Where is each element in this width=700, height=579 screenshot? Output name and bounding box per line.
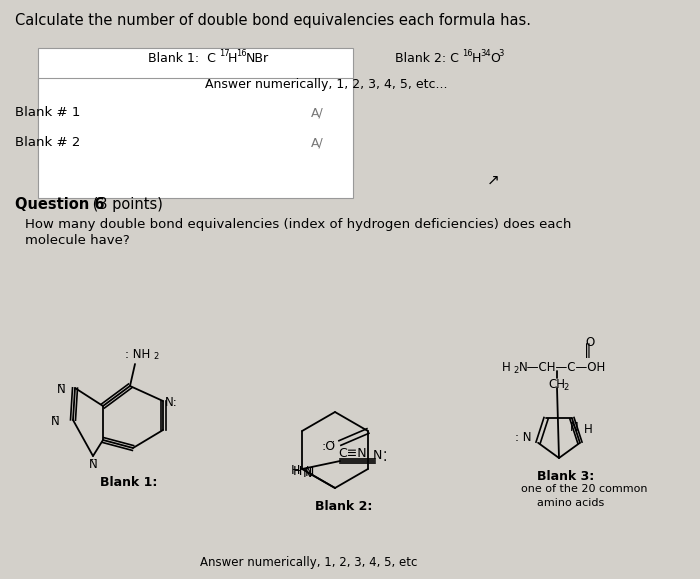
Text: ↗: ↗ (487, 173, 500, 188)
Text: Answer numerically, 1, 2, 3, 4, 5, etc...: Answer numerically, 1, 2, 3, 4, 5, etc..… (205, 78, 447, 91)
Text: (3 points): (3 points) (88, 197, 163, 212)
Text: Blank 1:: Blank 1: (100, 476, 158, 489)
Text: 16: 16 (462, 49, 472, 58)
Text: N̈: N̈ (570, 421, 579, 434)
Text: H: H (584, 423, 593, 436)
Text: 17: 17 (219, 49, 230, 58)
Text: H: H (228, 52, 237, 65)
FancyBboxPatch shape (38, 78, 353, 198)
Text: 2: 2 (153, 352, 158, 361)
Text: :Ö: :Ö (322, 440, 336, 453)
Text: 2: 2 (563, 383, 568, 392)
Text: N:: N: (165, 396, 178, 409)
Text: A/: A/ (311, 106, 323, 119)
Text: ∥: ∥ (584, 343, 592, 358)
Text: N̈: N̈ (89, 458, 98, 471)
Text: N̈: N̈ (51, 415, 60, 428)
Text: Blank 2:: Blank 2: (315, 500, 372, 513)
Text: 3: 3 (498, 49, 503, 58)
Text: N̈: N̈ (305, 466, 314, 479)
Text: ·: · (382, 446, 386, 460)
Text: N: N (373, 449, 382, 462)
Text: ·: · (382, 454, 386, 468)
Text: O: O (585, 336, 594, 349)
Text: H: H (502, 361, 511, 374)
Text: H: H (291, 464, 300, 477)
Text: : N: : N (515, 431, 531, 444)
Text: H: H (472, 52, 482, 65)
Text: Ṅ: Ṅ (303, 467, 312, 480)
Text: Blank 2: C: Blank 2: C (395, 52, 459, 65)
Text: How many double bond equivalencies (index of hydrogen deficiencies) does each: How many double bond equivalencies (inde… (25, 218, 571, 231)
Text: amino acids: amino acids (537, 498, 604, 508)
Text: 34: 34 (480, 49, 491, 58)
Text: C≡N: C≡N (338, 447, 367, 460)
Text: Blank 1:  C: Blank 1: C (148, 52, 216, 65)
Text: Question 6: Question 6 (15, 197, 104, 212)
Text: molecule have?: molecule have? (25, 234, 130, 247)
FancyBboxPatch shape (38, 48, 353, 168)
Text: one of the 20 common: one of the 20 common (521, 484, 648, 494)
Text: 16: 16 (236, 49, 246, 58)
Text: H: H (293, 465, 302, 478)
Text: : NH: : NH (125, 348, 150, 361)
Text: Blank 3:: Blank 3: (537, 470, 594, 483)
Text: Calculate the number of double bond equivalencies each formula has.: Calculate the number of double bond equi… (15, 13, 531, 28)
Text: Answer numerically, 1, 2, 3, 4, 5, etc: Answer numerically, 1, 2, 3, 4, 5, etc (200, 556, 417, 569)
Text: NBr: NBr (246, 52, 269, 65)
Text: 2: 2 (513, 366, 518, 375)
Text: A/: A/ (311, 136, 323, 149)
Text: CH: CH (548, 378, 565, 391)
Text: N—CH—C—OH: N—CH—C—OH (519, 361, 606, 374)
Text: Blank # 2: Blank # 2 (15, 136, 80, 149)
Text: Blank # 1: Blank # 1 (15, 106, 80, 119)
Text: O: O (490, 52, 500, 65)
Text: N̈: N̈ (57, 383, 66, 396)
